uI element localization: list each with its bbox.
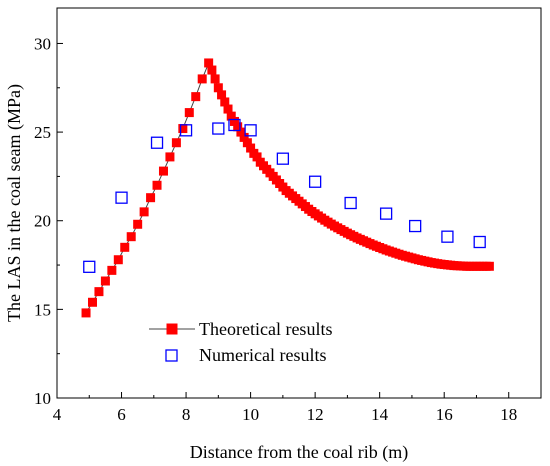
legend: Theoretical results Numerical results xyxy=(149,319,332,365)
theoretical-point xyxy=(252,152,262,162)
x-tick-label: 10 xyxy=(242,405,259,424)
theoretical-point xyxy=(158,166,168,176)
theoretical-point xyxy=(223,104,233,114)
theoretical-point xyxy=(178,124,188,134)
theoretical-point xyxy=(207,65,217,75)
y-tick-label: 10 xyxy=(34,389,51,408)
theoretical-point xyxy=(139,207,149,217)
theoretical-point xyxy=(217,90,227,100)
x-tick-label: 18 xyxy=(500,405,517,424)
theoretical-point xyxy=(184,108,194,118)
numerical-point xyxy=(409,219,422,233)
theoretical-point xyxy=(204,58,214,68)
theoretical-point xyxy=(152,180,162,190)
theoretical-point xyxy=(146,193,156,203)
legend-numerical-label: Numerical results xyxy=(199,345,326,365)
series-numerical xyxy=(83,118,486,273)
numerical-point xyxy=(83,260,96,273)
plot-area xyxy=(56,7,542,399)
series-theoretical xyxy=(81,58,494,318)
theoretical-point xyxy=(242,138,252,148)
numerical-point xyxy=(379,207,393,220)
numerical-point xyxy=(276,152,290,165)
theoretical-point xyxy=(107,265,117,275)
theoretical-point xyxy=(126,232,136,242)
numerical-point xyxy=(308,175,322,188)
theoretical-point xyxy=(113,255,123,265)
y-tick-label: 20 xyxy=(34,212,51,231)
theoretical-point xyxy=(171,138,181,148)
numerical-point xyxy=(115,191,128,204)
numerical-point xyxy=(441,230,454,243)
legend-numerical-marker xyxy=(165,349,178,362)
x-axis: 4 6 8 10 12 14 16 18 xyxy=(53,392,517,424)
x-tick-label: 12 xyxy=(307,405,324,424)
x-tick-label: 8 xyxy=(182,405,191,424)
theoretical-point xyxy=(484,261,494,271)
x-axis-label: Distance from the coal rib (m) xyxy=(190,442,408,463)
numerical-point xyxy=(473,235,486,249)
theoretical-point xyxy=(133,219,143,229)
y-tick-label: 15 xyxy=(34,300,51,319)
theoretical-point xyxy=(213,83,223,93)
y-tick-label: 30 xyxy=(34,34,51,53)
theoretical-point xyxy=(81,308,91,318)
x-tick-label: 14 xyxy=(371,405,389,424)
x-tick-label: 4 xyxy=(53,405,62,424)
numerical-point xyxy=(244,124,257,137)
theoretical-point xyxy=(87,297,97,307)
y-axis: 10 15 20 25 30 xyxy=(34,34,63,408)
theoretical-point xyxy=(220,97,230,107)
numerical-point xyxy=(179,124,193,137)
theoretical-point xyxy=(239,132,249,142)
legend-theoretical-marker xyxy=(166,323,178,335)
legend-theoretical-label: Theoretical results xyxy=(199,319,332,339)
numerical-point xyxy=(212,122,225,135)
x-tick-label: 16 xyxy=(436,405,453,424)
theoretical-point xyxy=(120,242,130,252)
theoretical-point xyxy=(246,143,256,153)
theoretical-point xyxy=(229,116,239,126)
theoretical-point xyxy=(226,111,236,121)
theoretical-point xyxy=(100,276,110,286)
theoretical-point xyxy=(94,287,104,297)
numerical-point xyxy=(344,196,357,210)
numerical-point xyxy=(228,118,241,132)
y-axis-label: The LAS in the coal seam (MPa) xyxy=(4,84,25,322)
plot-frame xyxy=(56,7,542,399)
theoretical-point xyxy=(191,92,201,102)
y-tick-label: 25 xyxy=(34,123,51,142)
numerical-point xyxy=(150,136,164,149)
theoretical-point xyxy=(233,122,243,132)
theoretical-point xyxy=(165,152,175,162)
theoretical-point xyxy=(197,74,207,84)
theoretical-point xyxy=(210,74,220,84)
x-tick-label: 6 xyxy=(117,405,126,424)
theoretical-point xyxy=(236,127,246,137)
